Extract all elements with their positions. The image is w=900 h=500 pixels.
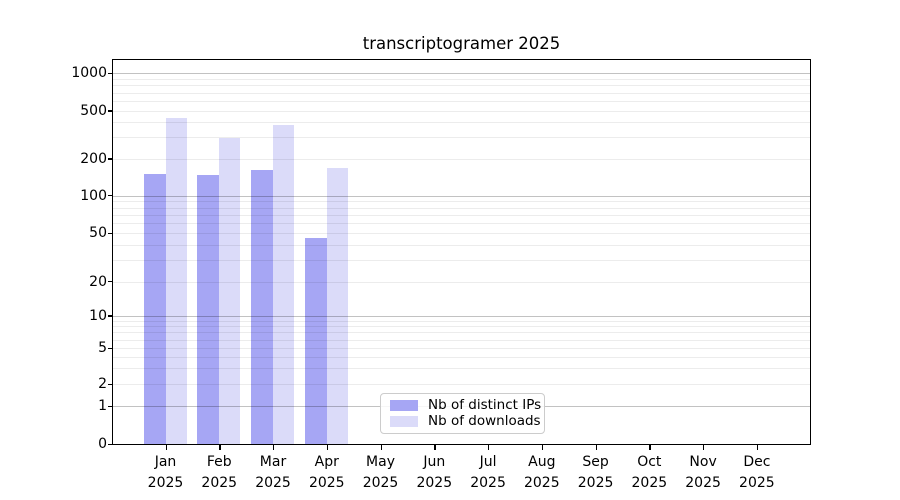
- minor-gridline-3: [113, 368, 810, 370]
- x-axis: Jan 2025 Feb 2025 Mar 2025 Apr 2025 May 2025 Jun 20…: [113, 444, 810, 500]
- y-tick-label-0: 0: [98, 436, 107, 452]
- y-tick-mark: [108, 315, 113, 317]
- major-gridline-1000: [113, 73, 810, 75]
- legend-label-downloads: Nb of downloads: [428, 413, 541, 430]
- y-tick-label-1: 1: [98, 398, 107, 415]
- x-tick-mark: [595, 445, 597, 450]
- minor-gridline-2: [113, 384, 810, 386]
- minor-gridline-6: [113, 339, 810, 341]
- x-tick-mark: [434, 445, 436, 450]
- y-axis: 0 1 2 5 10 20 50 100 200 500 1000: [0, 60, 107, 451]
- x-tick-mark: [649, 445, 651, 450]
- minor-gridline-4: [113, 356, 810, 358]
- legend-item-distinct-ips: Nb of distinct IPs: [390, 397, 541, 414]
- y-tick-mark: [108, 443, 113, 445]
- minor-gridline-5: [113, 348, 810, 349]
- x-tick-mark: [219, 445, 221, 450]
- major-gridline-100: [113, 195, 810, 197]
- bar-distinct-ips-jan-2025: [143, 174, 166, 444]
- legend-swatch-distinct-ips: [390, 399, 418, 411]
- x-tick-mark: [165, 445, 167, 450]
- y-tick-mark: [108, 158, 113, 160]
- bar-distinct-ips-feb-2025: [197, 174, 220, 444]
- x-tick-mark: [380, 445, 382, 450]
- legend-label-distinct-ips: Nb of distinct IPs: [428, 396, 542, 413]
- minor-gridline-50: [113, 233, 810, 235]
- chart-title: transcriptogramer 2025: [362, 34, 561, 53]
- x-tick-label-sep-2025: Sep 2025: [577, 454, 614, 491]
- bar-distinct-ips-mar-2025: [251, 169, 274, 444]
- minor-gridline-400: [113, 122, 810, 124]
- minor-gridline-8: [113, 326, 810, 328]
- bar-downloads-mar-2025: [273, 125, 295, 444]
- minor-gridline-300: [113, 137, 810, 139]
- major-gridline-10: [113, 315, 810, 317]
- y-tick-label-200: 200: [80, 150, 107, 167]
- minor-gridline-800: [113, 85, 810, 87]
- y-tick-label-1000: 1000: [71, 65, 107, 82]
- minor-gridline-600: [113, 100, 810, 102]
- minor-gridline-200: [113, 158, 810, 160]
- y-tick-label-50: 50: [89, 225, 107, 242]
- minor-gridline-20: [113, 281, 810, 283]
- minor-gridline-70: [113, 214, 810, 216]
- y-tick-label-10: 10: [89, 307, 107, 324]
- y-tick-mark: [108, 72, 113, 75]
- x-tick-label-dec-2025: Dec 2025: [739, 454, 775, 491]
- x-tick-label-jun-2025: Jun 2025: [416, 454, 453, 491]
- minor-gridline-80: [113, 207, 810, 209]
- bar-downloads-jan-2025: [165, 117, 187, 444]
- y-tick-label-500: 500: [80, 102, 107, 119]
- y-tick-label-100: 100: [80, 187, 107, 204]
- x-tick-mark: [273, 445, 275, 450]
- minor-gridline-900: [113, 79, 810, 81]
- y-tick-mark: [108, 195, 113, 197]
- x-tick-label-feb-2025: Feb 2025: [201, 454, 238, 491]
- y-tick-mark: [108, 281, 113, 283]
- x-tick-mark: [756, 445, 759, 450]
- x-tick-mark: [326, 445, 329, 450]
- x-tick-mark: [541, 445, 544, 450]
- y-tick-mark: [108, 383, 113, 386]
- legend-swatch-downloads: [390, 416, 418, 428]
- legend: Nb of distinct IPs Nb of downloads: [380, 393, 545, 434]
- minor-gridline-500: [113, 110, 810, 112]
- x-tick-label-nov-2025: Nov 2025: [685, 454, 721, 491]
- x-tick-label-oct-2025: Oct 2025: [631, 454, 668, 491]
- minor-gridline-40: [113, 244, 810, 246]
- bar-downloads-feb-2025: [219, 137, 241, 444]
- minor-gridline-30: [113, 260, 810, 262]
- minor-gridline-7: [113, 332, 810, 334]
- minor-gridline-700: [113, 92, 810, 94]
- x-tick-label-jul-2025: Jul 2025: [470, 454, 506, 491]
- legend-item-downloads: Nb of downloads: [390, 414, 541, 431]
- y-tick-label-2: 2: [98, 376, 107, 393]
- y-tick-label-5: 5: [98, 340, 107, 356]
- x-tick-mark: [488, 445, 490, 450]
- y-tick-label-20: 20: [89, 273, 107, 290]
- x-tick-label-aug-2025: Aug 2025: [523, 454, 560, 491]
- minor-gridline-9: [113, 320, 810, 322]
- y-tick-mark: [108, 347, 113, 349]
- minor-gridline-90: [113, 201, 810, 203]
- y-tick-mark: [108, 405, 113, 408]
- x-tick-label-apr-2025: Apr 2025: [308, 454, 345, 491]
- x-tick-mark: [703, 445, 705, 450]
- y-tick-mark: [108, 110, 113, 112]
- bar-downloads-apr-2025: [326, 167, 348, 444]
- plot-area: [112, 59, 811, 445]
- x-tick-label-may-2025: May 2025: [362, 454, 399, 491]
- x-tick-label-jan-2025: Jan 2025: [147, 454, 184, 491]
- y-tick-mark: [108, 232, 113, 235]
- bar-distinct-ips-apr-2025: [304, 237, 327, 444]
- x-tick-label-mar-2025: Mar 2025: [255, 454, 291, 491]
- minor-gridline-60: [113, 223, 810, 225]
